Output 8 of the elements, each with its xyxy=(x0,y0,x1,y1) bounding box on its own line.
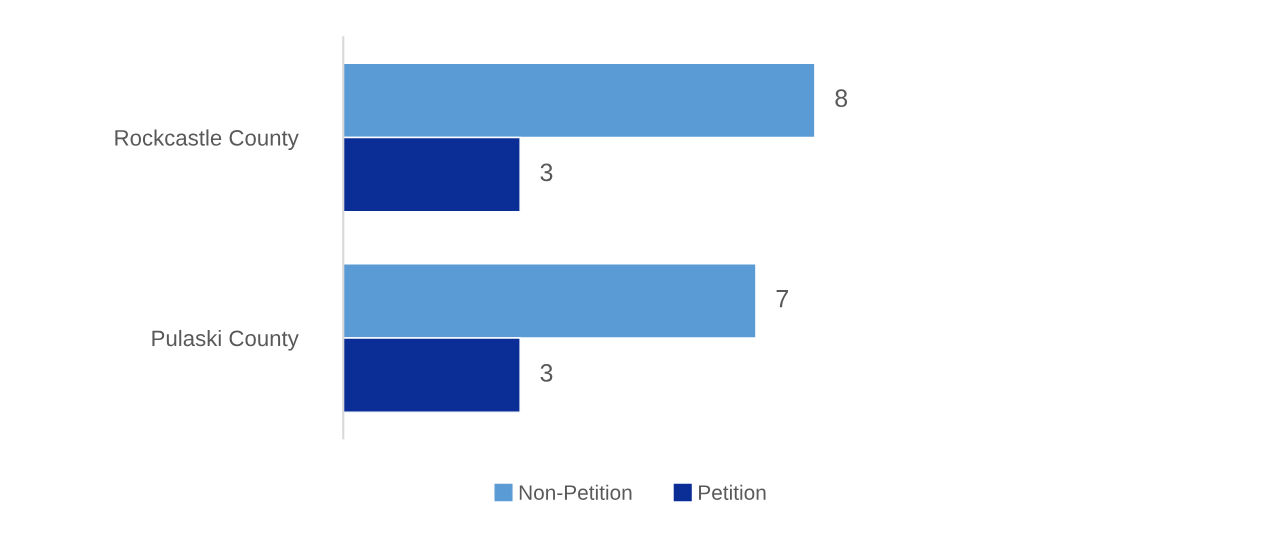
data-label: 3 xyxy=(540,364,553,382)
legend-label: Petition xyxy=(699,484,766,500)
legend-label: Non-Petition xyxy=(519,484,632,500)
y-tick-label: Pulaski County xyxy=(152,329,299,351)
data-label: 8 xyxy=(835,89,848,108)
y-tick-label: Rockcastle County xyxy=(115,129,299,151)
data-label: 3 xyxy=(540,163,553,182)
data-label: 7 xyxy=(776,290,788,308)
